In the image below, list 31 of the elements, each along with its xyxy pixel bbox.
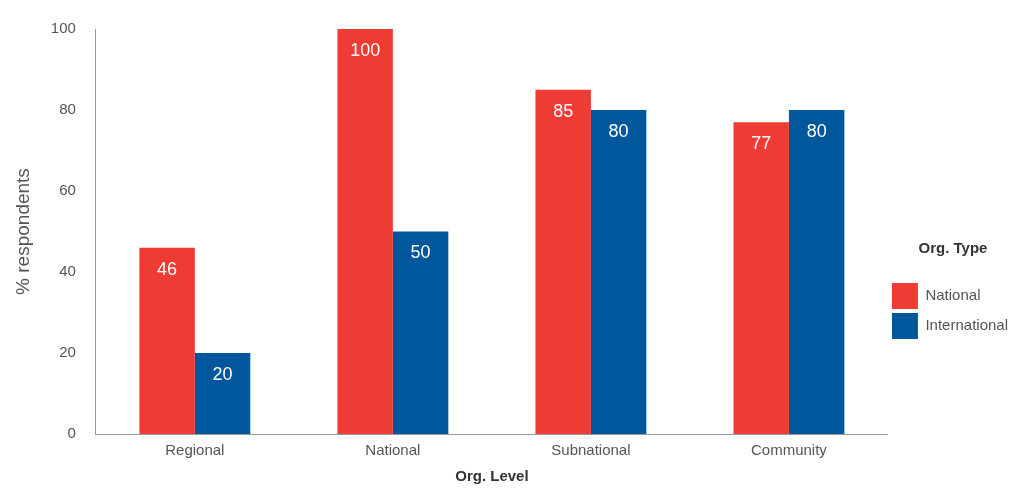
x-tick-label: National [365, 441, 421, 459]
bar [733, 122, 789, 434]
legend-label: International [925, 316, 1008, 334]
data-label: 20 [212, 363, 233, 384]
y-tick-label: 80 [59, 100, 76, 118]
bar [535, 89, 591, 434]
data-label: 77 [751, 133, 772, 154]
bar [392, 231, 449, 434]
bar [590, 110, 647, 434]
y-tick-label: 0 [67, 424, 76, 442]
x-tick-label: Subnational [551, 441, 631, 459]
y-axis-title: % respondents [11, 168, 33, 295]
bar [788, 110, 845, 434]
bar [139, 247, 195, 434]
data-label: 100 [350, 39, 381, 60]
data-label: 85 [553, 100, 574, 121]
bar [337, 29, 393, 434]
y-tick-label: 20 [59, 343, 76, 361]
bar [194, 353, 251, 434]
data-label: 80 [806, 120, 827, 141]
legend-label: National [925, 286, 981, 304]
x-tick-label: Regional [165, 441, 225, 459]
x-tick-label: Community [751, 441, 828, 459]
data-label: 50 [410, 242, 431, 263]
data-label: 80 [608, 120, 629, 141]
y-tick-label: 60 [59, 181, 76, 199]
data-label: 46 [157, 258, 178, 279]
y-tick-label: 40 [59, 262, 76, 280]
x-axis-title: Org. Level [455, 467, 529, 485]
y-tick-label: 100 [50, 19, 76, 37]
legend-title: Org. Type [918, 238, 988, 256]
